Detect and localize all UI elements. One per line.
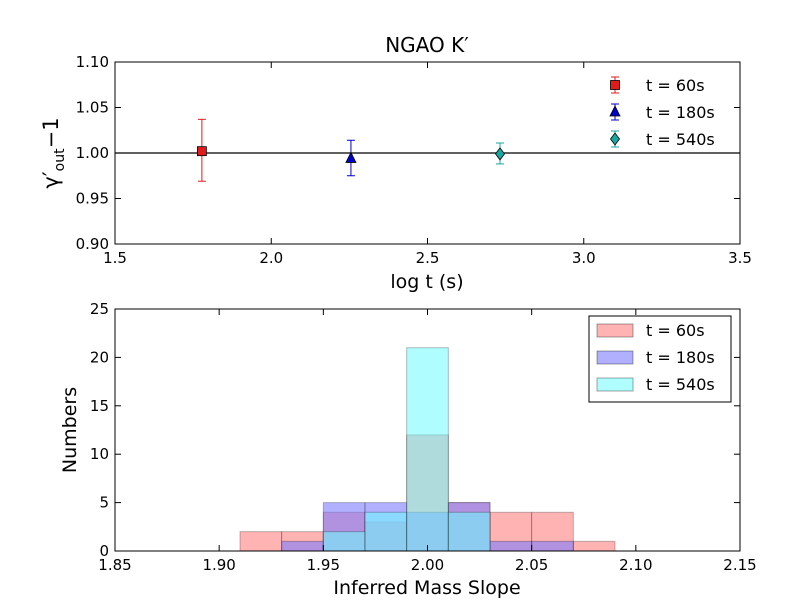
bottom-x-tick-label: 1.90	[202, 556, 235, 574]
bottom-y-tick-label: 20	[90, 348, 109, 366]
data-point-series-1	[196, 118, 207, 182]
bottom-y-tick-label: 5	[99, 494, 109, 512]
top-x-tick-label: 3.0	[572, 249, 596, 267]
bottom-x-tick-label: 1.95	[307, 556, 340, 574]
top-y-tick-label: 1.05	[76, 99, 109, 117]
top-x-tick-label: 1.5	[103, 249, 127, 267]
top-x-axis-label: log t (s)	[390, 271, 463, 293]
data-point-series-3	[495, 142, 505, 165]
legend-swatch	[596, 350, 634, 365]
bottom-legend: t = 60s t = 180s t = 540s	[588, 315, 732, 403]
bottom-x-tick-label: 2.10	[619, 556, 652, 574]
legend-swatch	[596, 377, 634, 392]
data-point-marker	[345, 151, 357, 163]
histogram-bar	[572, 540, 616, 552]
bottom-panel: 1.85 1.90 1.95 2.00 2.05 2.10 2.15 0510152025 …	[59, 300, 757, 599]
bottom-y-tick-label: 25	[90, 300, 109, 318]
top-x-tick-label: 2.0	[259, 249, 283, 267]
histogram-bar	[406, 347, 449, 552]
legend-label: t = 180s	[646, 348, 715, 367]
top-x-tick-label: 2.5	[416, 249, 440, 267]
legend-entry: t = 60s	[596, 321, 705, 340]
y-label-sub: out	[52, 148, 68, 171]
legend-label: t = 540s	[646, 375, 715, 394]
legend-marker	[610, 132, 620, 146]
histogram-bar	[322, 531, 366, 552]
y-label-tail: −1	[39, 117, 63, 148]
legend-marker	[610, 80, 620, 90]
top-y-axis-label: γ′out−1	[39, 117, 68, 188]
legend-label: t = 540s	[646, 130, 715, 149]
legend-marker	[609, 105, 621, 117]
bottom-y-tick-label: 10	[90, 445, 109, 463]
legend-label: t = 60s	[646, 76, 705, 95]
histogram-bar	[489, 540, 533, 552]
bottom-y-axis-label: Numbers	[59, 387, 81, 473]
top-chart-title: NGAO K′	[385, 33, 469, 57]
legend-label: t = 60s	[646, 321, 705, 340]
legend-entry: t = 180s	[596, 348, 715, 367]
top-panel: NGAO K′ 1.5 2.0 2.5 3.0 3.5 0.90 0.95 1.00 1.05…	[39, 33, 752, 293]
top-legend: t = 60s t = 180s t = 540s	[609, 76, 715, 149]
bottom-y-tick-label: 0	[99, 542, 109, 560]
data-point-marker	[495, 147, 505, 161]
bottom-x-tick-label: 2.05	[515, 556, 548, 574]
y-label-gamma: γ	[39, 176, 63, 188]
top-y-tick-label: 1.10	[76, 53, 109, 71]
histogram-bar	[239, 531, 283, 552]
histogram-bar	[531, 540, 574, 552]
data-point-marker	[196, 146, 207, 157]
bottom-x-axis-label: Inferred Mass Slope	[333, 577, 520, 599]
legend-swatch	[596, 323, 634, 338]
bottom-x-tick-label: 1.85	[98, 556, 131, 574]
legend-entry: t = 60s	[610, 76, 705, 95]
data-point-series-2	[345, 139, 357, 177]
bottom-y-tick-label: 15	[90, 397, 109, 415]
top-y-tick-label: 0.95	[76, 190, 109, 208]
y-label-prime: ′	[39, 171, 63, 176]
legend-entry: t = 540s	[596, 375, 715, 394]
histogram-bar	[281, 540, 324, 552]
histogram-bar	[447, 511, 491, 552]
legend-entry: t = 180s	[609, 103, 715, 122]
histogram-bar	[364, 511, 408, 552]
legend-entry: t = 540s	[610, 130, 715, 149]
bottom-x-tick-label: 2.00	[411, 556, 444, 574]
bottom-x-tick-label: 2.15	[723, 556, 756, 574]
legend-label: t = 180s	[646, 103, 715, 122]
top-y-tick-label: 1.00	[76, 144, 109, 162]
top-x-tick-label: 3.5	[728, 249, 752, 267]
top-y-tick-label: 0.90	[76, 235, 109, 253]
